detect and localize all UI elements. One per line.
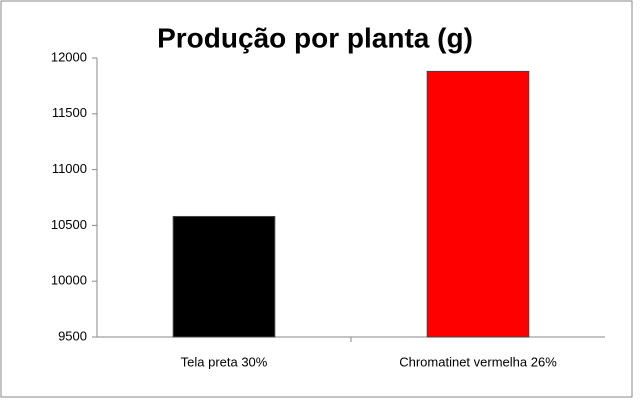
- y-tick-label: 11500: [52, 105, 87, 120]
- y-tick-label: 11000: [52, 161, 87, 176]
- chart-border: [0, 0, 633, 398]
- chart-title: Produção por planta (g): [157, 22, 473, 53]
- x-tick-label: Chromatinet vermelha 26%: [399, 354, 557, 369]
- y-tick-label: 12000: [51, 49, 87, 64]
- y-tick-label: 10000: [51, 273, 87, 288]
- x-tick-label: Tela preta 30%: [181, 354, 268, 369]
- bar: [426, 70, 530, 338]
- y-tick-label: 9500: [58, 328, 87, 343]
- y-tick-label: 10500: [51, 217, 87, 232]
- bar: [172, 215, 276, 338]
